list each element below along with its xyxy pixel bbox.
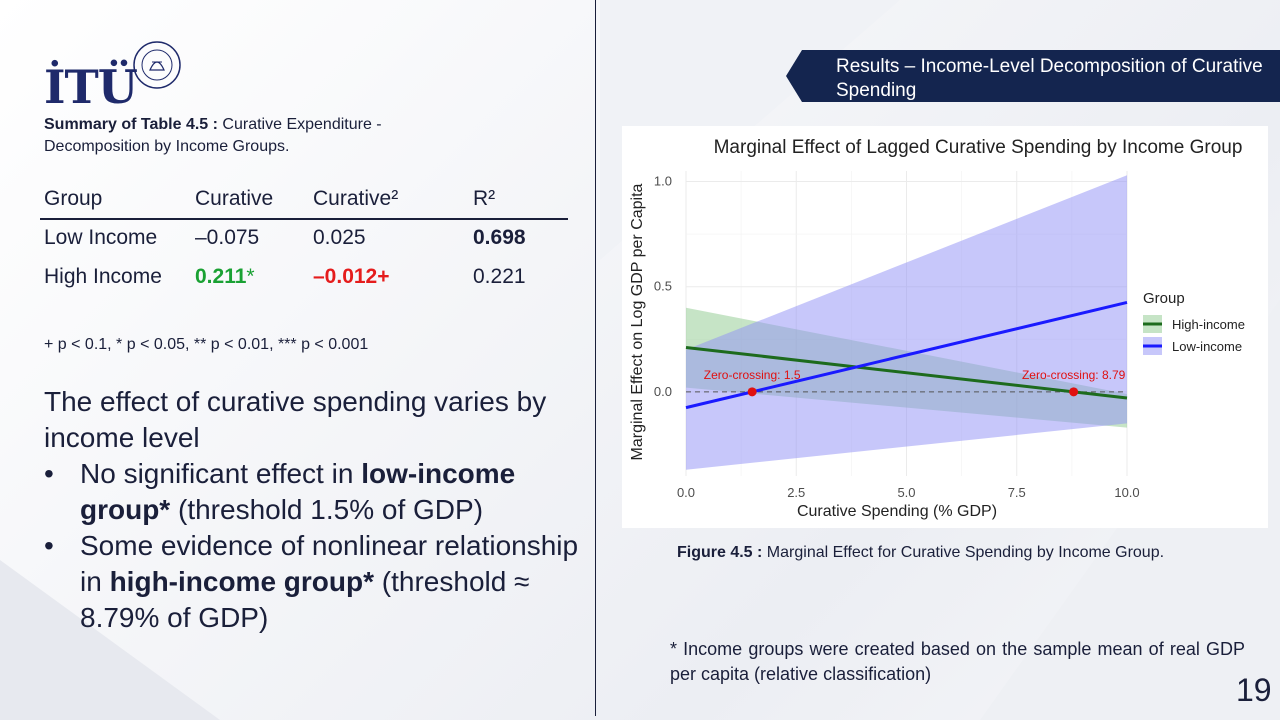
x-tick-label: 7.5 [1008, 485, 1026, 500]
zero-crossing-point [1069, 387, 1079, 397]
confidence-bands [686, 175, 1127, 470]
legend-label: High-income [1172, 317, 1245, 332]
cell-curative-squared: –0.012+ [313, 264, 390, 288]
vertical-divider [595, 0, 596, 716]
table-caption-label: Summary of Table 4.5 : [44, 116, 218, 133]
zero-crossing-label: Zero-crossing: 1.5 [704, 368, 801, 382]
cell-group: Low Income [44, 226, 158, 249]
y-tick-label: 0.0 [654, 384, 672, 399]
header-curative-squared: Curative² [309, 182, 469, 220]
low-income-confidence-band [686, 175, 1127, 470]
cell-r-squared: 0.221 [473, 264, 526, 288]
series-lines [685, 301, 1128, 410]
x-tick-label: 5.0 [897, 485, 915, 500]
section-banner: Results – Income-Level Decomposition of … [786, 50, 1280, 102]
cell-curative-squared: 0.025 [313, 226, 366, 249]
significance-star: * [246, 264, 255, 288]
figure-caption-label: Figure 4.5 : [677, 544, 763, 561]
figure-caption-text: Marginal Effect for Curative Spending by… [762, 544, 1165, 561]
logo-text: İTÜ [44, 60, 138, 114]
itu-logo: İTÜ [44, 40, 184, 118]
cell-r-squared: 0.698 [473, 226, 526, 249]
significance-note: + p < 0.1, * p < 0.05, ** p < 0.01, *** … [44, 336, 369, 353]
table-row: High Income 0.211* –0.012+ 0.221 [40, 256, 568, 297]
axes: 0.0 2.5 5.0 7.5 10.0 0.0 0.5 1.0 [654, 174, 1140, 500]
cell-curative: 0.211* [191, 256, 309, 297]
university-seal-icon [133, 41, 181, 89]
legend: Group High-income Low-income [1143, 290, 1245, 355]
banner-title: Results – Income-Level Decomposition of … [836, 56, 1263, 101]
table-row: Low Income –0.075 0.025 0.698 [40, 219, 568, 256]
header-curative: Curative [191, 182, 309, 220]
bullet-text: Some evidence of nonlinear relationship … [80, 530, 579, 597]
cell-curative: –0.075 [195, 226, 260, 249]
page-number: 19 [1236, 672, 1272, 708]
x-axis-label: Curative Spending (% GDP) [797, 503, 997, 520]
bullet-text: No significant effect in [80, 458, 362, 489]
table-caption: Summary of Table 4.5 : Curative Expendit… [44, 114, 474, 158]
bullet-low-income: No significant effect in low-income grou… [44, 456, 584, 528]
legend-title: Group [1143, 290, 1185, 307]
chart-container: Marginal Effect of Lagged Curative Spend… [622, 126, 1268, 528]
table-caption-text: Curative Expenditure - Decomposition by … [44, 116, 382, 155]
intro-text: The effect of curative spending varies b… [44, 386, 547, 453]
cell-curative-value: 0.211 [195, 264, 247, 288]
chart-title: Marginal Effect of Lagged Curative Spend… [714, 137, 1243, 158]
figure-caption: Figure 4.5 : Marginal Effect for Curativ… [677, 544, 1164, 562]
cell-group: High Income [44, 265, 162, 288]
x-tick-label: 0.0 [677, 485, 695, 500]
header-group: Group [40, 182, 191, 220]
x-tick-label: 10.0 [1114, 485, 1139, 500]
results-table: Group Curative Curative² R² Low Income –… [40, 182, 568, 297]
x-tick-label: 2.5 [787, 485, 805, 500]
y-tick-label: 0.5 [654, 279, 672, 294]
high-income-line [685, 345, 1128, 400]
low-income-line [685, 301, 1128, 410]
header-r-squared: R² [469, 182, 568, 220]
y-tick-label: 1.0 [654, 174, 672, 189]
banner-shape [786, 50, 1280, 102]
bullet-bold-text: low-income group* [80, 458, 516, 525]
zero-crossing-points: Zero-crossing: 1.5 Zero-crossing: 8.79 [704, 368, 1126, 397]
footnote: * Income groups were created based on th… [670, 639, 1245, 684]
table-header-row: Group Curative Curative² R² [40, 182, 568, 220]
zero-crossing-point [747, 387, 757, 397]
bullet-text: (threshold ≈ 8.79% of GDP) [80, 566, 530, 633]
y-axis-label: Marginal Effect on Log GDP per Capita [629, 183, 646, 460]
bullet-high-income: Some evidence of nonlinear relationship … [44, 528, 584, 636]
zero-crossing-label: Zero-crossing: 8.79 [1022, 368, 1126, 382]
legend-label: Low-income [1172, 339, 1242, 354]
marginal-effect-chart: Marginal Effect of Lagged Curative Spend… [629, 137, 1245, 520]
bullet-list: No significant effect in low-income grou… [44, 456, 584, 636]
bullet-bold-text: high-income group* [109, 566, 375, 597]
bullet-text: (threshold 1.5% of GDP) [170, 494, 484, 525]
main-text: The effect of curative spending varies b… [44, 384, 584, 636]
